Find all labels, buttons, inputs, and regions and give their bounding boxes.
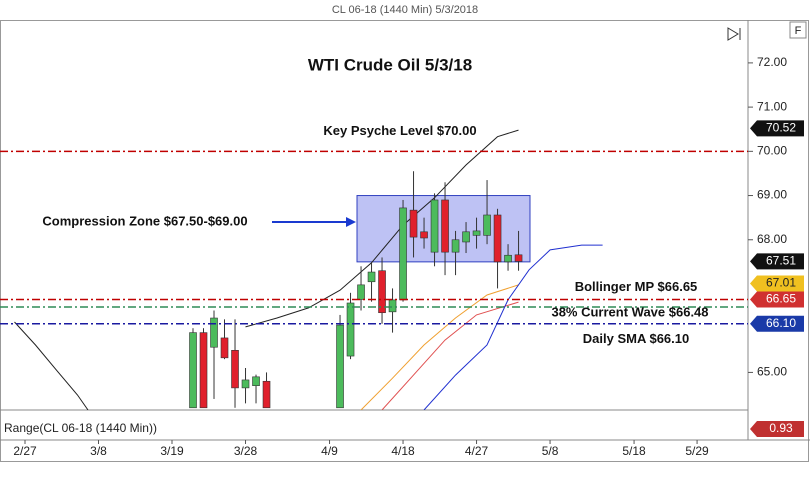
candle-body [199, 332, 208, 409]
candle-body [483, 214, 491, 236]
candle-body [514, 254, 523, 262]
indicator-line [381, 301, 519, 410]
candle-body [451, 239, 460, 253]
candle-body [357, 284, 365, 300]
level-label: Bollinger MP $66.65 [575, 279, 698, 294]
indicator-line [14, 321, 89, 410]
candle-body [189, 332, 197, 409]
candle-body [336, 324, 344, 409]
x-tick-label: 5/8 [542, 444, 559, 458]
candle-body [399, 207, 407, 301]
price-tag [750, 253, 804, 270]
x-tick-label: 5/18 [622, 444, 646, 458]
candle-body [252, 376, 260, 386]
price-tag [750, 275, 804, 292]
price-tag [750, 291, 804, 308]
candle-body [409, 209, 418, 238]
x-tick-label: 4/18 [391, 444, 415, 458]
candle-body [241, 379, 250, 389]
y-tick-label: 70.00 [757, 143, 787, 157]
x-tick-label: 3/28 [234, 444, 258, 458]
price-tag-label: 67.01 [766, 276, 796, 290]
f-button-label[interactable]: F [795, 25, 802, 37]
x-tick-label: 2/27 [13, 444, 37, 458]
candle-body [262, 380, 271, 409]
indicator-line [423, 244, 603, 410]
level-label: Key Psyche Level $70.00 [323, 123, 476, 138]
y-tick-label: 65.00 [757, 365, 787, 379]
x-tick-label: 4/27 [465, 444, 489, 458]
y-tick-label: 69.00 [757, 188, 787, 202]
price-tag-label: 66.10 [766, 316, 796, 330]
chart-title: WTI Crude Oil 5/3/18 [308, 55, 472, 74]
frame [0, 20, 809, 462]
candle-body [210, 317, 218, 348]
candle-body [388, 299, 397, 313]
x-tick-label: 3/8 [90, 444, 107, 458]
candle-body [367, 271, 376, 283]
price-tag-label: 0.93 [769, 421, 793, 435]
price-tag-label: 70.52 [766, 121, 796, 135]
scroll-end-icon[interactable] [727, 27, 741, 41]
candle-body [493, 214, 502, 263]
indicator-line [360, 284, 519, 410]
candle-body [231, 350, 239, 389]
y-tick-label: 68.00 [757, 232, 787, 246]
y-tick-label: 72.00 [757, 55, 787, 69]
header: CL 06-18 (1440 Min) 5/3/2018 [332, 4, 478, 16]
range-label: Range(CL 06-18 (1440 Min)) [4, 421, 157, 435]
level-label: 38% Current Wave $66.48 [551, 304, 708, 319]
price-tag-label: 67.51 [766, 254, 796, 268]
x-tick-label: 4/9 [321, 444, 338, 458]
price-tag [750, 120, 804, 137]
zone-label: Compression Zone $67.50-$69.00 [42, 213, 247, 228]
candle-body [378, 270, 386, 314]
candle-body [462, 231, 470, 243]
candle-body [420, 231, 428, 239]
x-tick-label: 5/29 [685, 444, 709, 458]
candle-body [346, 302, 355, 357]
candle-body [441, 199, 449, 253]
f-button[interactable] [789, 21, 807, 39]
candle-body [430, 199, 439, 253]
price-tag [750, 315, 804, 332]
candle-body [504, 254, 512, 263]
y-tick-label: 71.00 [757, 99, 787, 113]
candle-body [220, 337, 229, 359]
zone-arrowhead [346, 217, 356, 227]
candle-body [472, 230, 481, 236]
x-tick-label: 3/19 [160, 444, 184, 458]
level-label: Daily SMA $66.10 [583, 331, 689, 346]
price-tag [750, 421, 804, 437]
price-tag-label: 66.65 [766, 292, 796, 306]
